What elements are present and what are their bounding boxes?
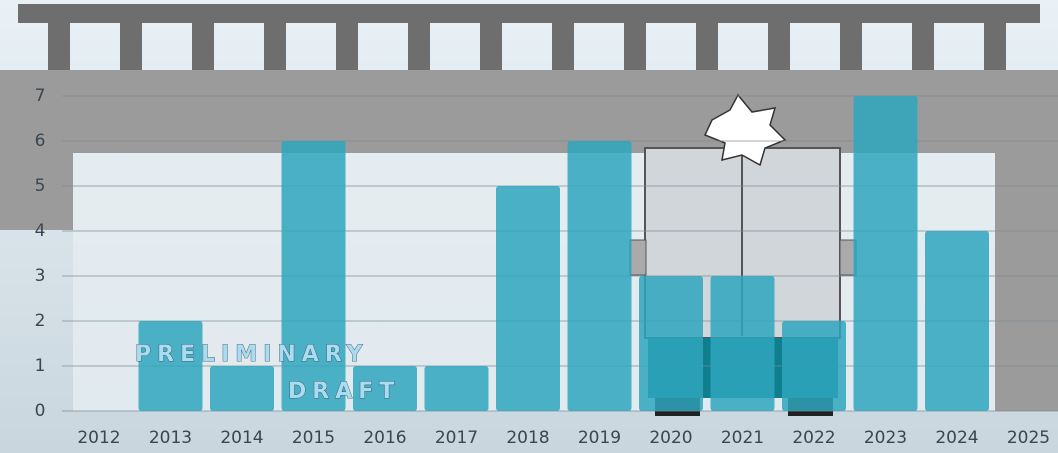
y-tick-label: 2 bbox=[35, 311, 46, 331]
x-tick-label: 2014 bbox=[220, 428, 263, 448]
bar bbox=[424, 366, 489, 411]
bar bbox=[138, 321, 203, 411]
annotation: PRELIMINARY bbox=[135, 342, 368, 367]
y-tick-label: 5 bbox=[35, 176, 46, 196]
x-tick-label: 2019 bbox=[578, 428, 621, 448]
bar bbox=[639, 276, 703, 411]
bar bbox=[210, 366, 274, 411]
bar bbox=[281, 141, 346, 411]
y-tick-label: 1 bbox=[35, 356, 46, 376]
x-tick-label: 2024 bbox=[935, 428, 978, 448]
x-tick-label: 2012 bbox=[77, 428, 120, 448]
bar bbox=[925, 231, 989, 411]
x-tick-label: 2022 bbox=[792, 428, 835, 448]
x-tick-label: 2015 bbox=[292, 428, 335, 448]
y-tick-label: 4 bbox=[35, 221, 46, 241]
bar bbox=[567, 141, 632, 411]
annotation: DRAFT bbox=[288, 379, 400, 404]
x-tick-label: 2016 bbox=[363, 428, 406, 448]
x-tick-label: 2013 bbox=[149, 428, 192, 448]
y-tick-label: 7 bbox=[35, 86, 46, 106]
x-tick-label: 2020 bbox=[649, 428, 692, 448]
bar bbox=[853, 96, 918, 411]
y-tick-label: 3 bbox=[35, 266, 46, 286]
x-tick-label: 2021 bbox=[721, 428, 764, 448]
bar bbox=[782, 321, 846, 411]
x-tick-label: 2018 bbox=[506, 428, 549, 448]
x-tick-label: 2025 bbox=[1007, 428, 1050, 448]
bar bbox=[710, 276, 775, 411]
x-tick-label: 2023 bbox=[864, 428, 907, 448]
y-tick-label: 0 bbox=[35, 401, 46, 421]
y-tick-label: 6 bbox=[35, 131, 46, 151]
bar bbox=[353, 366, 417, 411]
bar bbox=[496, 186, 560, 411]
bridge-deck bbox=[0, 70, 1058, 411]
x-tick-label: 2017 bbox=[435, 428, 478, 448]
bridge bbox=[18, 4, 1040, 70]
